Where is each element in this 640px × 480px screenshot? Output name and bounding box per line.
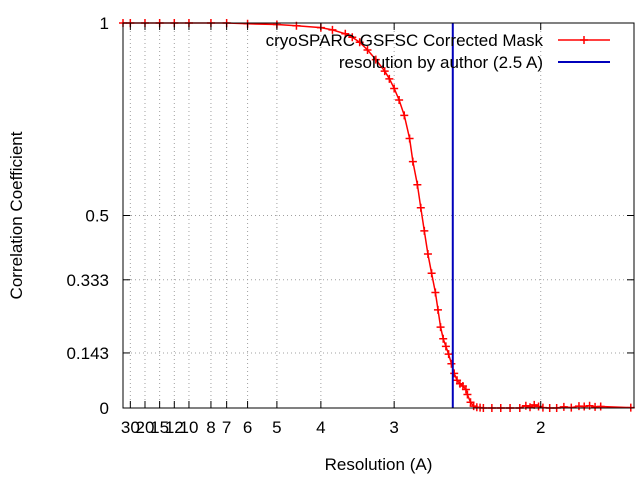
- x-tick-label: 3: [389, 418, 398, 437]
- fsc-point-marker: [441, 342, 450, 351]
- fsc-point-marker: [348, 33, 357, 42]
- x-tick-label: 5: [272, 418, 281, 437]
- x-tick-label: 30: [121, 418, 140, 437]
- fsc-point-marker: [447, 359, 456, 368]
- x-tick-label: 8: [206, 418, 215, 437]
- y-axis-label: Correlation Coefficient: [7, 131, 26, 299]
- fsc-point-marker: [580, 402, 589, 411]
- fsc-point-marker: [559, 402, 568, 411]
- fsc-point-marker: [395, 96, 404, 104]
- x-axis-label: Resolution (A): [325, 455, 433, 474]
- y-tick-label: 0.5: [85, 207, 109, 226]
- fsc-point-marker: [423, 250, 432, 258]
- y-tick-label: 0.333: [66, 271, 109, 290]
- fsc-point-marker: [390, 84, 399, 93]
- fsc-point-marker: [405, 134, 414, 143]
- x-tick-label: 20: [136, 418, 155, 437]
- x-tick-label: 15: [150, 418, 169, 437]
- fsc-point-marker: [355, 38, 364, 47]
- x-tick-label: 10: [179, 418, 198, 437]
- fsc-point-marker: [526, 403, 535, 412]
- fsc-point-marker: [431, 288, 440, 297]
- fsc-point-marker: [596, 402, 605, 411]
- fsc-point-marker: [433, 305, 442, 314]
- fsc-point-marker: [408, 157, 417, 166]
- fsc-point-marker: [380, 67, 389, 76]
- fsc-point-marker: [413, 180, 422, 189]
- fsc-point-marker: [341, 29, 350, 38]
- fsc-point-marker: [439, 334, 448, 343]
- y-tick-label: 0.143: [66, 344, 109, 363]
- grid-lines: [123, 22, 634, 409]
- y-tick-label: 0: [100, 399, 109, 418]
- x-tick-label: 6: [243, 418, 252, 437]
- fsc-point-marker: [385, 74, 394, 83]
- fsc-point-marker: [420, 226, 429, 235]
- legend: cryoSPARC GSFSC Corrected Mask resolutio…: [266, 31, 610, 72]
- fsc-point-marker: [427, 269, 436, 278]
- fsc-point-marker: [436, 323, 445, 332]
- legend-marker-fsc: [580, 36, 588, 44]
- x-tick-label: 7: [222, 418, 231, 437]
- x-tick-label: 12: [165, 418, 184, 437]
- fsc-point-marker: [444, 350, 453, 359]
- legend-label-author-resolution: resolution by author (2.5 A): [339, 53, 543, 72]
- fsc-point-marker: [400, 111, 409, 120]
- x-tick-label: 4: [316, 418, 325, 437]
- fsc-point-marker: [461, 385, 470, 394]
- fsc-point-marker: [371, 55, 380, 64]
- y-tick-label: 1: [100, 14, 109, 33]
- fsc-point-marker: [450, 369, 459, 378]
- x-tick-label: 2: [536, 418, 545, 437]
- legend-label-fsc: cryoSPARC GSFSC Corrected Mask: [266, 31, 544, 50]
- fsc-point-marker: [463, 390, 472, 399]
- fsc-point-marker: [328, 25, 337, 34]
- fsc-point-marker: [363, 45, 372, 54]
- fsc-point-marker: [416, 203, 425, 212]
